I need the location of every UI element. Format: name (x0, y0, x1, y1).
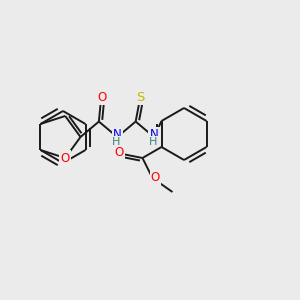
Text: N: N (150, 128, 158, 142)
Text: S: S (136, 91, 145, 104)
Text: H: H (112, 137, 121, 147)
Text: O: O (97, 91, 106, 104)
Text: O: O (115, 146, 124, 160)
Text: N: N (113, 128, 122, 142)
Text: O: O (61, 152, 70, 164)
Text: H: H (149, 137, 157, 147)
Text: O: O (151, 172, 160, 184)
